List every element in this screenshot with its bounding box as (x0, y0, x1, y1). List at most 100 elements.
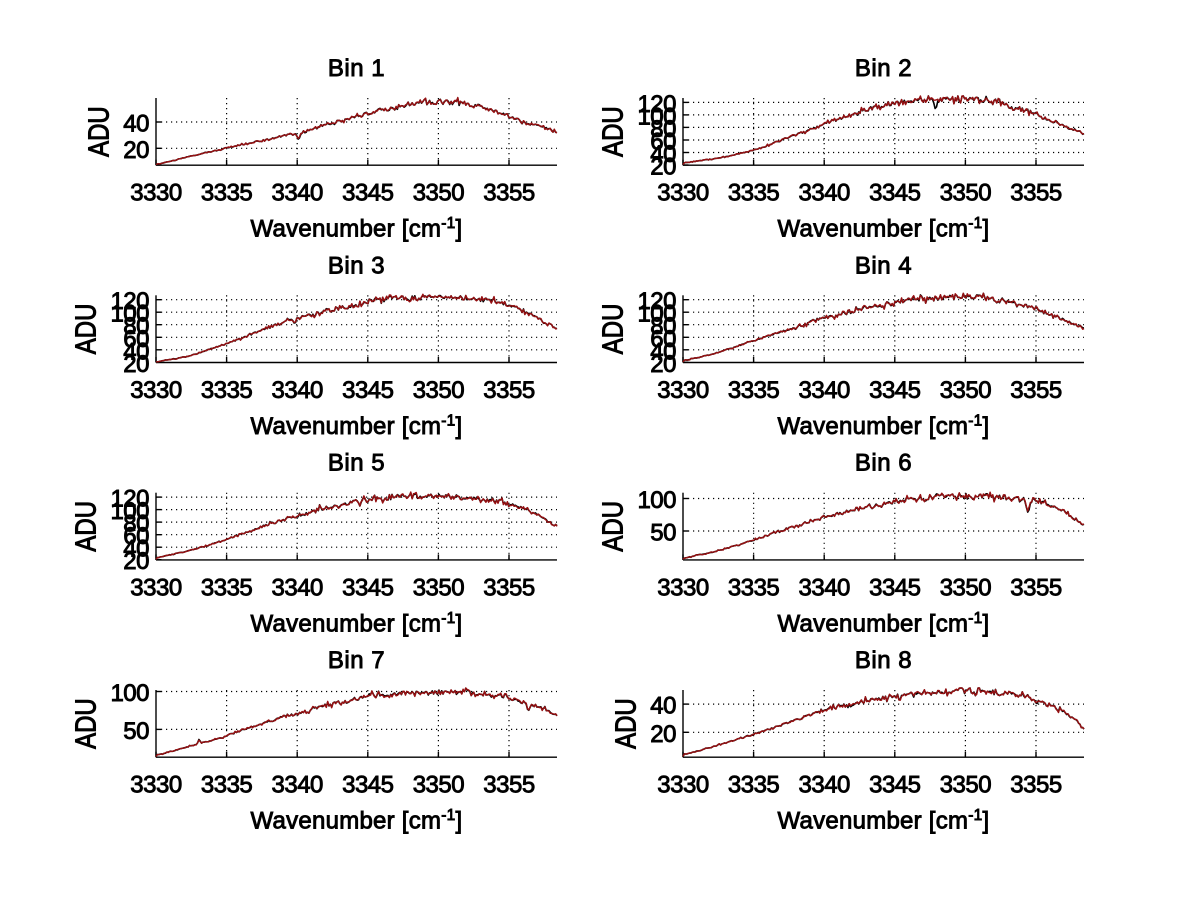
svg-text:Wavenumber [cm-1]: Wavenumber [cm-1] (778, 610, 990, 638)
svg-text:3330: 3330 (657, 574, 709, 601)
svg-text:ADU: ADU (83, 106, 115, 157)
svg-text:80: 80 (123, 511, 149, 538)
svg-text:100: 100 (110, 301, 149, 328)
svg-text:50: 50 (650, 520, 676, 547)
svg-text:ADU: ADU (610, 698, 642, 749)
svg-text:60: 60 (650, 326, 676, 353)
svg-text:3355: 3355 (483, 377, 535, 404)
svg-text:Bin 2: Bin 2 (855, 55, 912, 82)
svg-text:120: 120 (110, 486, 149, 513)
svg-text:Bin 7: Bin 7 (328, 647, 385, 674)
svg-text:Bin 8: Bin 8 (855, 647, 912, 674)
svg-text:3340: 3340 (272, 772, 324, 799)
svg-text:3355: 3355 (1010, 377, 1062, 404)
svg-text:3335: 3335 (201, 377, 253, 404)
svg-text:100: 100 (110, 680, 149, 707)
svg-text:40: 40 (650, 693, 676, 720)
svg-text:3355: 3355 (1010, 772, 1062, 799)
svg-text:60: 60 (650, 129, 676, 156)
svg-text:3330: 3330 (657, 180, 709, 207)
svg-text:3340: 3340 (799, 574, 851, 601)
svg-text:3345: 3345 (342, 377, 394, 404)
svg-text:3350: 3350 (940, 574, 992, 601)
svg-text:Wavenumber [cm-1]: Wavenumber [cm-1] (251, 215, 463, 243)
svg-text:3355: 3355 (483, 772, 535, 799)
svg-text:60: 60 (123, 523, 149, 550)
svg-text:Wavenumber [cm-1]: Wavenumber [cm-1] (778, 413, 990, 441)
svg-text:3350: 3350 (413, 377, 465, 404)
svg-text:ADU: ADU (597, 501, 629, 552)
svg-text:3355: 3355 (1010, 180, 1062, 207)
svg-text:3350: 3350 (413, 772, 465, 799)
svg-text:3340: 3340 (799, 772, 851, 799)
svg-text:3345: 3345 (869, 574, 921, 601)
svg-text:20: 20 (650, 154, 676, 181)
svg-text:120: 120 (637, 91, 676, 118)
svg-text:Wavenumber [cm-1]: Wavenumber [cm-1] (778, 807, 990, 835)
svg-text:3340: 3340 (799, 377, 851, 404)
svg-text:Bin 3: Bin 3 (328, 252, 385, 279)
svg-text:3340: 3340 (272, 180, 324, 207)
svg-text:40: 40 (123, 111, 149, 138)
svg-text:20: 20 (650, 721, 676, 748)
svg-text:60: 60 (123, 326, 149, 353)
svg-text:ADU: ADU (70, 698, 102, 749)
svg-text:120: 120 (110, 288, 149, 315)
svg-text:3330: 3330 (130, 180, 182, 207)
svg-text:3355: 3355 (483, 574, 535, 601)
svg-text:3330: 3330 (130, 377, 182, 404)
svg-text:Wavenumber [cm-1]: Wavenumber [cm-1] (251, 413, 463, 441)
svg-text:ADU: ADU (70, 501, 102, 552)
svg-text:3335: 3335 (728, 377, 780, 404)
svg-text:3335: 3335 (728, 180, 780, 207)
svg-text:40: 40 (650, 338, 676, 365)
svg-text:80: 80 (650, 313, 676, 340)
svg-text:3345: 3345 (869, 377, 921, 404)
svg-text:3335: 3335 (728, 574, 780, 601)
svg-text:3355: 3355 (1010, 574, 1062, 601)
svg-text:ADU: ADU (597, 106, 629, 157)
svg-text:3335: 3335 (201, 574, 253, 601)
svg-text:20: 20 (123, 548, 149, 575)
svg-text:40: 40 (123, 536, 149, 563)
svg-text:3345: 3345 (342, 574, 394, 601)
svg-text:Bin 4: Bin 4 (855, 252, 912, 279)
svg-text:ADU: ADU (597, 304, 629, 355)
svg-text:3335: 3335 (201, 180, 253, 207)
svg-text:3340: 3340 (799, 180, 851, 207)
svg-text:3350: 3350 (940, 180, 992, 207)
svg-text:120: 120 (637, 288, 676, 315)
svg-text:100: 100 (110, 498, 149, 525)
svg-text:3350: 3350 (413, 574, 465, 601)
svg-text:Wavenumber [cm-1]: Wavenumber [cm-1] (251, 610, 463, 638)
svg-text:80: 80 (650, 116, 676, 143)
svg-text:100: 100 (637, 301, 676, 328)
svg-text:20: 20 (123, 351, 149, 378)
svg-text:ADU: ADU (70, 304, 102, 355)
svg-text:3335: 3335 (728, 772, 780, 799)
svg-text:40: 40 (123, 338, 149, 365)
svg-text:3350: 3350 (940, 772, 992, 799)
svg-text:100: 100 (637, 103, 676, 130)
svg-text:3330: 3330 (657, 377, 709, 404)
svg-text:3335: 3335 (201, 772, 253, 799)
svg-text:40: 40 (650, 141, 676, 168)
svg-text:Wavenumber [cm-1]: Wavenumber [cm-1] (778, 215, 990, 243)
svg-text:50: 50 (123, 718, 149, 745)
svg-text:3330: 3330 (130, 772, 182, 799)
svg-text:3345: 3345 (869, 772, 921, 799)
svg-text:20: 20 (123, 137, 149, 164)
svg-text:3345: 3345 (869, 180, 921, 207)
svg-text:3345: 3345 (342, 180, 394, 207)
svg-text:Bin 1: Bin 1 (328, 55, 385, 82)
svg-text:3350: 3350 (413, 180, 465, 207)
svg-text:Wavenumber [cm-1]: Wavenumber [cm-1] (251, 807, 463, 835)
svg-text:100: 100 (637, 487, 676, 514)
svg-text:80: 80 (123, 313, 149, 340)
svg-text:3355: 3355 (483, 180, 535, 207)
svg-text:20: 20 (650, 351, 676, 378)
svg-text:3350: 3350 (940, 377, 992, 404)
svg-text:3340: 3340 (272, 377, 324, 404)
svg-text:3330: 3330 (130, 574, 182, 601)
svg-text:3330: 3330 (657, 772, 709, 799)
